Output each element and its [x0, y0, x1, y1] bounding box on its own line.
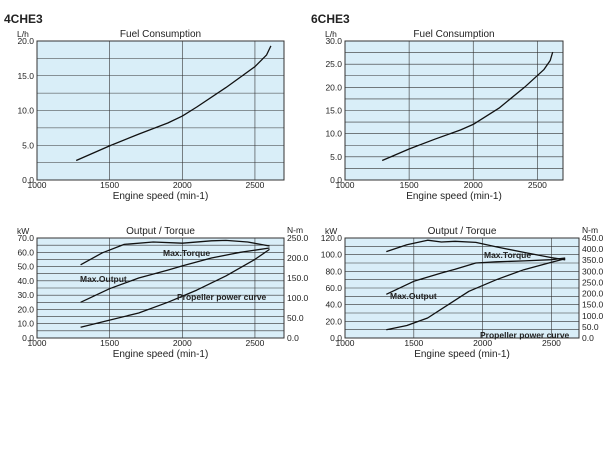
x-tick-label: 2000 — [173, 338, 192, 348]
y-tick-label: 80.0 — [325, 266, 342, 276]
curve-annotation: Max.Output — [390, 291, 437, 301]
y-tick-label: 10.0 — [17, 319, 34, 329]
y2-tick-label: 350.0 — [582, 255, 604, 265]
y-tick-label: 20.0 — [325, 82, 342, 92]
y-tick-label: 15.0 — [325, 106, 342, 116]
x-axis-label: Engine speed (min-1) — [113, 349, 209, 360]
x-axis-label: Engine speed (min-1) — [113, 191, 209, 202]
y-tick-label: 25.0 — [325, 59, 342, 69]
chart-panel-4: 0.020.040.060.080.0100.0120.00.050.0100.… — [321, 225, 604, 360]
y-tick-label: 20.0 — [325, 316, 342, 326]
y-tick-label: 20.0 — [17, 36, 34, 46]
y-tick-label: 30.0 — [325, 36, 342, 46]
y-tick-label: 40.0 — [325, 300, 342, 310]
y2-tick-label: 150.0 — [582, 300, 604, 310]
y-tick-label: 50.0 — [17, 262, 34, 272]
y2-tick-label: 200.0 — [287, 253, 309, 263]
x-tick-label: 2000 — [473, 338, 492, 348]
series-line-2 — [386, 257, 566, 295]
series-line-3 — [80, 248, 270, 328]
series-line-1 — [386, 239, 566, 261]
y-tick-label: 0.0 — [330, 333, 342, 343]
x-tick-label: 1000 — [28, 180, 47, 190]
y-tick-label: 0.0 — [22, 333, 34, 343]
chart-panel-2: 0.0 5.0 10.0 15.0 20.0 25.0 30.0 1000 1500 2000 25… — [311, 12, 564, 202]
y2-tick-label: 250.0 — [287, 233, 309, 243]
series-line-3 — [386, 258, 566, 331]
series-line-2 — [80, 247, 270, 303]
series-line-1 — [80, 239, 270, 266]
x-tick-label: 2500 — [245, 338, 264, 348]
y2-tick-label: 250.0 — [582, 277, 604, 287]
chart-title: Output / Torque — [126, 226, 195, 237]
x-tick-label: 1000 — [28, 338, 47, 348]
x-tick-label: 2000 — [464, 180, 483, 190]
y2-tick-label: 50.0 — [287, 313, 304, 323]
x-tick-label: 2500 — [245, 180, 264, 190]
y-tick-label: 40.0 — [17, 276, 34, 286]
y-tick-label: 5.0 — [22, 140, 34, 150]
curve-annotation: Propeller power curve — [177, 292, 267, 302]
y2-tick-label: 0.0 — [582, 333, 594, 343]
y-axis-unit: kW — [325, 226, 337, 236]
y-tick-label: 60.0 — [17, 247, 34, 257]
x-tick-label: 1500 — [404, 338, 423, 348]
y-tick-label: 0.0 — [330, 175, 342, 185]
x-tick-label: 1500 — [100, 180, 119, 190]
y-tick-label: 15.0 — [17, 71, 34, 81]
series-line-1 — [75, 45, 272, 162]
y2-tick-label: 150.0 — [287, 273, 309, 283]
y2-tick-label: 100.0 — [582, 311, 604, 321]
x-tick-label: 2500 — [542, 338, 561, 348]
y-tick-label: 60.0 — [325, 283, 342, 293]
curve-annotation: Max.Output — [80, 274, 127, 284]
y2-tick-label: 100.0 — [287, 293, 309, 303]
y-tick-label: 0.0 — [22, 175, 34, 185]
y-axis-unit: kW — [17, 226, 29, 236]
y-axis-unit: L/h — [325, 29, 337, 39]
x-tick-label: 1500 — [100, 338, 119, 348]
y-tick-label: 70.0 — [17, 233, 34, 243]
y2-tick-label: 50.0 — [582, 322, 599, 332]
engine-model-label: 6CHE3 — [311, 12, 350, 26]
y2-tick-label: 200.0 — [582, 289, 604, 299]
y-tick-label: 100.0 — [321, 250, 343, 260]
y-tick-label: 5.0 — [330, 152, 342, 162]
x-tick-label: 2500 — [528, 180, 547, 190]
curve-annotation: Propeller power curve — [480, 330, 570, 340]
x-tick-label: 1500 — [400, 180, 419, 190]
y2-tick-label: 450.0 — [582, 233, 604, 243]
chart-title: Output / Torque — [428, 226, 497, 237]
x-tick-label: 2000 — [173, 180, 192, 190]
y-tick-label: 120.0 — [321, 233, 343, 243]
y2-axis-unit: N-m — [582, 225, 598, 235]
x-axis-label: Engine speed (min-1) — [414, 349, 510, 360]
y2-tick-label: 400.0 — [582, 244, 604, 254]
y-tick-label: 20.0 — [17, 304, 34, 314]
series-line-1 — [381, 51, 554, 162]
x-tick-label: 1000 — [336, 338, 355, 348]
chart-panel-3: 0.0 10.0 20.0 30.0 40.0 50.0 60.0 70.0 0.0 50.0 10… — [17, 225, 309, 360]
x-tick-label: 1000 — [336, 180, 355, 190]
chart-title: Fuel Consumption — [413, 29, 494, 40]
x-axis-label: Engine speed (min-1) — [406, 191, 502, 202]
chart-title: Fuel Consumption — [120, 29, 201, 40]
y-tick-label: 10.0 — [17, 106, 34, 116]
engine-model-label: 4CHE3 — [4, 12, 43, 26]
y-axis-unit: L/h — [17, 29, 29, 39]
y-tick-label: 10.0 — [325, 129, 342, 139]
y2-axis-unit: N-m — [287, 225, 303, 235]
y2-tick-label: 300.0 — [582, 266, 604, 276]
curve-annotation: Max.Torque — [163, 248, 210, 258]
y2-tick-label: 0.0 — [287, 333, 299, 343]
chart-panel-1: 0.0 5.0 10.0 15.0 20.0 1000 1500 2000 2500 Fuel C… — [4, 12, 285, 202]
curve-annotation: Max.Torque — [484, 250, 531, 260]
y-tick-label: 30.0 — [17, 290, 34, 300]
